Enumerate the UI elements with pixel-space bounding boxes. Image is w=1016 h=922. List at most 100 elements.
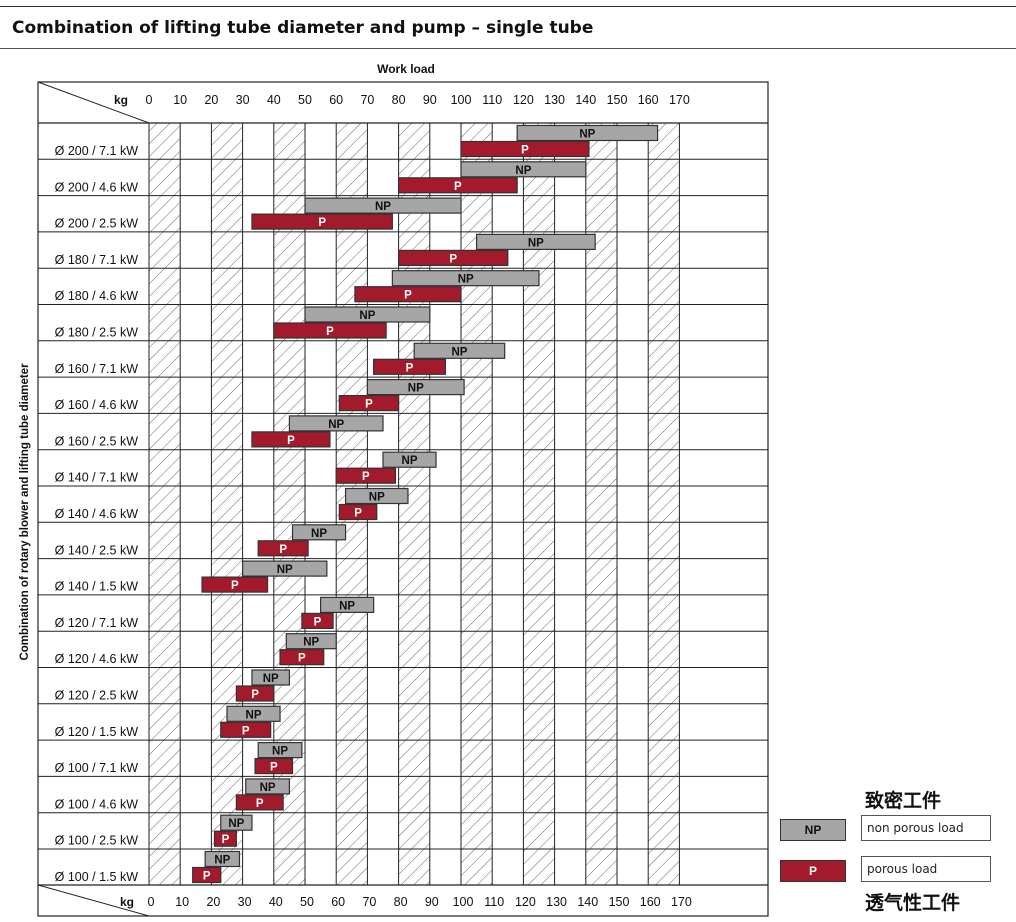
- p-bar: [301, 612, 334, 630]
- x-tick-label-top: 120: [513, 93, 534, 107]
- x-tick-label-bottom: 40: [269, 895, 283, 909]
- x-tick-label-top: 160: [638, 93, 659, 107]
- np-bar: [288, 415, 384, 432]
- row-label: Ø 180 / 7.1 kW: [55, 253, 139, 267]
- row-label: Ø 120 / 2.5 kW: [55, 689, 139, 703]
- legend-p-note: 透气性工件: [865, 892, 961, 914]
- x-tick-label-top: 140: [575, 93, 596, 107]
- row-label: Ø 200 / 7.1 kW: [55, 144, 139, 158]
- p-bar-label: P: [404, 290, 412, 302]
- x-tick-label-bottom: 80: [394, 895, 408, 909]
- x-tick-label-bottom: 120: [515, 895, 536, 909]
- x-tick-label-top: 10: [173, 93, 187, 107]
- x-tick-label-top: 70: [360, 93, 374, 107]
- row-label: Ø 140 / 1.5 kW: [55, 580, 139, 594]
- row-label: Ø 160 / 2.5 kW: [55, 434, 139, 448]
- p-bar: [251, 213, 393, 230]
- np-bar: [226, 705, 281, 722]
- p-bar: [398, 177, 518, 194]
- np-bar: [304, 197, 462, 214]
- x-tick-label-top: 60: [329, 93, 343, 107]
- p-bar: [220, 721, 272, 738]
- p-bar: [460, 140, 590, 158]
- row-label: Ø 120 / 1.5 kW: [55, 725, 139, 739]
- p-bar-label: P: [242, 725, 250, 737]
- np-bar: [476, 233, 596, 250]
- p-bar: [235, 794, 284, 811]
- x-tick-label-bottom: 150: [609, 895, 630, 909]
- x-tick-label-bottom: 20: [206, 895, 220, 909]
- p-bar: [338, 503, 378, 521]
- legend-np-label: non porous load: [861, 815, 991, 841]
- legend-p-label: porous load: [861, 856, 991, 882]
- np-bar: [242, 560, 328, 577]
- p-bar: [338, 395, 400, 412]
- legend-np-note: 致密工件: [865, 790, 942, 812]
- x-tick-label-bottom: 0: [148, 895, 155, 909]
- np-bar: [251, 669, 291, 686]
- np-bar: [220, 814, 253, 831]
- np-bar-label: NP: [451, 346, 467, 358]
- x-tick-label-bottom: 130: [546, 895, 567, 909]
- x-tick-label-top: 150: [607, 93, 628, 107]
- np-bar: [320, 596, 375, 614]
- np-bar: [204, 850, 241, 868]
- unit-label-bottom: kg: [120, 895, 134, 909]
- p-bar-label: P: [231, 580, 239, 592]
- row-label: Ø 140 / 2.5 kW: [55, 543, 139, 557]
- chart-frame: [37, 81, 769, 917]
- np-bar-label: NP: [528, 237, 544, 249]
- row-label: Ø 160 / 7.1 kW: [55, 362, 139, 376]
- np-bar-label: NP: [339, 600, 355, 612]
- legend-np-swatch: NP: [780, 819, 846, 841]
- x-tick-label-bottom: 60: [331, 895, 345, 909]
- x-tick-label-top: 40: [267, 93, 281, 107]
- p-bar-label: P: [449, 253, 457, 265]
- np-bar: [245, 778, 291, 795]
- row-label: Ø 180 / 4.6 kW: [55, 289, 139, 303]
- np-bar-label: NP: [277, 564, 293, 576]
- p-bar: [251, 431, 331, 448]
- row-label: Ø 100 / 7.1 kW: [55, 761, 139, 775]
- np-bar: [344, 487, 409, 505]
- p-bar-label: P: [362, 471, 370, 483]
- np-bar: [257, 741, 303, 759]
- p-bar: [373, 358, 447, 375]
- p-bar-label: P: [270, 762, 278, 774]
- hatch-band: [648, 123, 680, 885]
- p-bar-label: P: [222, 834, 230, 846]
- p-bar-label: P: [354, 508, 362, 520]
- p-bar: [201, 576, 269, 593]
- x-tick-label-top: 80: [392, 93, 406, 107]
- x-tick-label-top: 170: [669, 93, 690, 107]
- p-bar-label: P: [314, 616, 322, 628]
- legend-p-swatch: P: [780, 860, 846, 882]
- x-tick-label-top: 0: [146, 93, 153, 107]
- p-bar-label: P: [454, 181, 462, 193]
- np-bar-label: NP: [228, 818, 244, 830]
- np-bar: [391, 270, 540, 287]
- row-label: Ø 100 / 1.5 kW: [55, 870, 139, 884]
- np-bar-label: NP: [369, 492, 385, 504]
- row-label: Ø 100 / 2.5 kW: [55, 834, 139, 848]
- x-tick-label-bottom: 10: [175, 895, 189, 909]
- x-tick-label-bottom: 50: [300, 895, 314, 909]
- p-bar-label: P: [318, 217, 326, 229]
- x-tick-label-bottom: 110: [484, 895, 504, 909]
- footer-diagonal: [37, 884, 150, 917]
- np-bar-label: NP: [515, 165, 531, 177]
- np-bar-label: NP: [579, 129, 595, 141]
- p-bar: [235, 685, 275, 702]
- np-bar: [460, 161, 587, 178]
- row-label: Ø 180 / 2.5 kW: [55, 326, 139, 340]
- x-tick-label-top: 100: [451, 93, 472, 107]
- hatch-band: [523, 123, 555, 885]
- np-bar-label: NP: [458, 274, 474, 286]
- x-tick-label-bottom: 100: [453, 895, 474, 909]
- np-bar-label: NP: [359, 310, 375, 322]
- top-rule: [0, 6, 1016, 7]
- row-label: Ø 120 / 4.6 kW: [55, 652, 139, 666]
- np-bar-label: NP: [303, 637, 319, 649]
- np-bar-label: NP: [328, 419, 344, 431]
- p-bar-label: P: [298, 653, 306, 665]
